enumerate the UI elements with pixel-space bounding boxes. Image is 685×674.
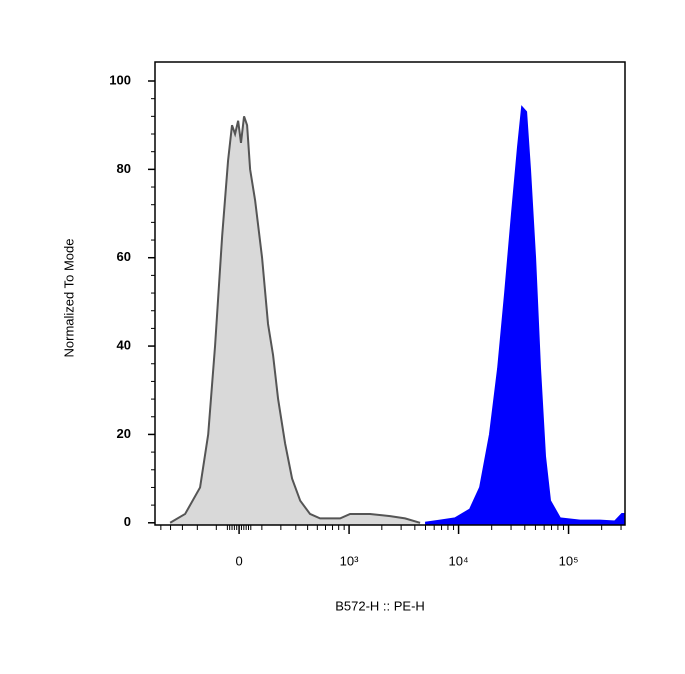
- y-tick-label: 40: [117, 338, 131, 353]
- x-axis-label: B572-H :: PE-H: [335, 598, 425, 613]
- y-tick-label: 60: [117, 249, 131, 264]
- x-tick-label: 10⁵: [559, 553, 579, 568]
- x-tick-label: 10³: [340, 553, 359, 568]
- histogram-area: [425, 107, 625, 525]
- x-tick-label: 0: [235, 553, 242, 568]
- y-axis-label: Normalized To Mode: [61, 239, 76, 358]
- histogram-outline: [424, 105, 625, 524]
- histogram-area: [170, 116, 421, 525]
- histogram-outline: [169, 116, 421, 524]
- y-tick-label: 20: [117, 426, 131, 441]
- x-tick-label: 10⁴: [449, 553, 469, 568]
- y-tick-label: 100: [109, 72, 131, 87]
- y-tick-label: 0: [124, 514, 131, 529]
- y-tick-label: 80: [117, 161, 131, 176]
